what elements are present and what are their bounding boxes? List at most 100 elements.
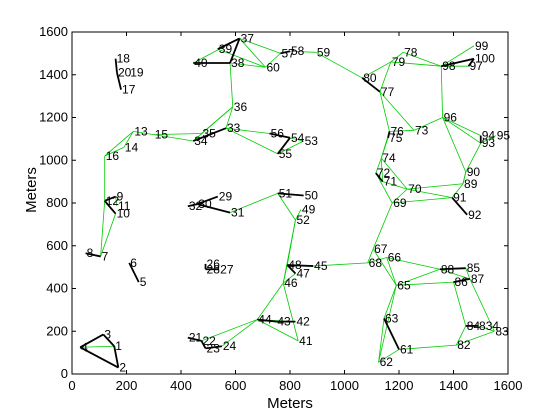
link-2-4	[79, 346, 119, 369]
link-1-3	[102, 333, 115, 347]
node-label-16: 16	[106, 149, 120, 163]
node-label-2: 2	[119, 361, 126, 375]
edge-79-98	[390, 61, 442, 67]
node-label-21: 21	[189, 331, 203, 345]
node-label-43: 43	[277, 315, 291, 329]
edge-37-60	[239, 38, 266, 68]
edge-77-79	[379, 61, 392, 92]
edge-67-65	[372, 248, 397, 286]
edge-67-69	[372, 202, 393, 250]
node-label-68: 68	[369, 256, 383, 270]
node-label-17: 17	[122, 83, 136, 97]
edge-44-22	[201, 319, 258, 342]
edge-16-14	[104, 147, 124, 157]
edge-69-91	[392, 197, 453, 204]
edge-96-94	[442, 117, 481, 137]
node-label-100: 100	[475, 52, 495, 66]
y-tick-label: 1600	[39, 24, 68, 39]
link-57-58	[280, 50, 291, 55]
node-label-41: 41	[299, 334, 313, 348]
link-37-38	[229, 38, 241, 64]
node-label-7: 7	[102, 249, 109, 263]
edge-58-59	[289, 50, 316, 53]
edge-55-53	[277, 140, 304, 155]
edge-11-9	[115, 196, 118, 207]
node-label-85: 85	[467, 261, 481, 275]
edge-44-41	[257, 319, 299, 342]
edge-39-60	[217, 48, 266, 68]
edge-60-57	[265, 53, 281, 68]
link-3-4	[79, 333, 104, 349]
edge-78-98	[402, 51, 442, 67]
link-80-77	[361, 77, 381, 93]
node-label-10: 10	[117, 207, 131, 221]
node-label-71: 71	[384, 175, 398, 189]
edge-44-24	[221, 319, 258, 347]
y-tick-label: 600	[46, 238, 68, 253]
node-label-82: 82	[457, 338, 471, 352]
edge-85-87	[465, 268, 471, 280]
x-tick-label: 400	[170, 378, 192, 393]
node-label-11: 11	[118, 199, 131, 213]
edge-35-36	[201, 106, 234, 134]
y-tick-label: 1200	[39, 110, 68, 125]
edge-87-83	[469, 278, 495, 332]
node-label-24: 24	[223, 339, 237, 353]
edge-98-99	[441, 45, 475, 67]
y-tick-label: 800	[46, 195, 68, 210]
link-44-43	[257, 318, 277, 323]
x-axis-ticks: 0 200 400 600 800 1000 1200 1400 1600	[68, 32, 522, 393]
x-tick-label: 1000	[330, 378, 359, 393]
link-76-75	[387, 131, 391, 138]
node-label-37: 37	[241, 31, 255, 45]
edge-93-95	[480, 135, 496, 144]
edge-7-12	[100, 200, 106, 257]
link-21-22	[187, 336, 202, 342]
edge-36-33	[225, 106, 234, 129]
edge-66-88	[386, 257, 440, 270]
node-label-28: 28	[207, 262, 221, 276]
edge-65-88	[396, 268, 441, 286]
node-label-23: 23	[207, 341, 221, 355]
node-label-26: 26	[207, 257, 221, 271]
node-label-92: 92	[468, 208, 482, 222]
link-48-45	[287, 264, 314, 267]
node-label-14: 14	[125, 140, 139, 154]
link-22-23	[200, 340, 207, 349]
node-label-89: 89	[464, 177, 478, 191]
node-label-70: 70	[408, 182, 422, 196]
node-label-12: 12	[106, 194, 120, 208]
node-label-62: 62	[380, 355, 394, 369]
link-86-87	[453, 277, 471, 283]
node-label-57: 57	[281, 46, 295, 60]
edge-74-70	[380, 157, 408, 190]
x-tick-label: 200	[116, 378, 138, 393]
edge-93-90	[465, 142, 482, 173]
node-label-93: 93	[482, 136, 496, 150]
x-axis-label: Meters	[267, 395, 313, 412]
node-label-30: 30	[198, 197, 212, 211]
edge-52-49	[295, 209, 302, 221]
node-label-9: 9	[117, 190, 124, 204]
node-label-94: 94	[482, 129, 496, 143]
node-label-75: 75	[389, 131, 403, 145]
x-tick-label: 1600	[494, 378, 523, 393]
node-label-54: 54	[291, 131, 305, 145]
edge-36-38	[229, 62, 234, 107]
link-97-100	[467, 58, 475, 67]
edge-37-57	[239, 38, 281, 54]
node-label-69: 69	[393, 196, 407, 210]
edge-46-41	[282, 283, 299, 341]
node-label-45: 45	[314, 259, 328, 273]
link-1-2	[113, 346, 120, 368]
link-29-30	[197, 195, 219, 205]
node-label-96: 96	[444, 111, 458, 125]
node-label-90: 90	[467, 165, 481, 179]
edge-46-44	[256, 282, 284, 320]
node-label-36: 36	[234, 100, 248, 114]
links-layer	[79, 37, 482, 369]
edge-82-61	[398, 344, 457, 350]
y-axis-ticks: 0 200 400 600 800 1000 1200 1400 1600	[39, 24, 508, 381]
node-label-20: 20	[118, 66, 132, 80]
